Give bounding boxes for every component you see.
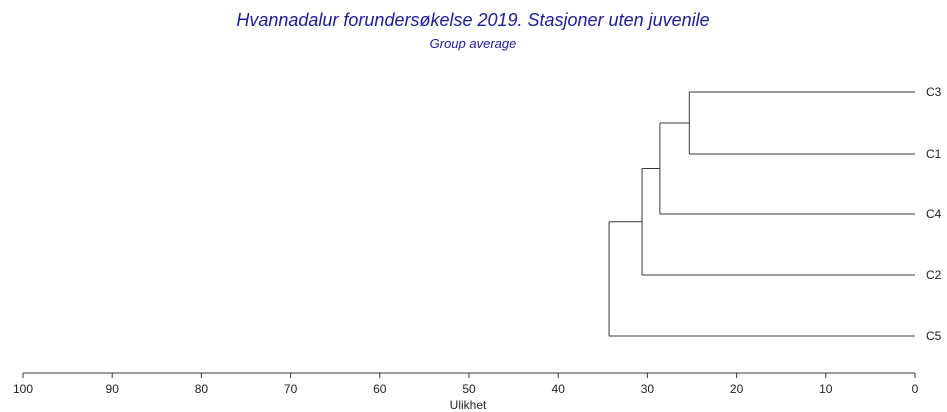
chart-title: Hvannadalur forundersøkelse 2019. Stasjo…	[236, 10, 709, 30]
x-tick-label-70: 70	[284, 382, 298, 396]
x-axis: 100 90 80 70 60 50 40 30 20 10 0	[13, 372, 919, 396]
dendrogram-branches	[608, 91, 915, 337]
leaf-label-c5: C5	[926, 329, 942, 343]
leaf-label-c2: C2	[926, 268, 942, 282]
x-tick-label-90: 90	[106, 382, 120, 396]
x-tick-label-40: 40	[552, 382, 566, 396]
x-axis-label: Ulikhet	[450, 398, 487, 412]
leaf-label-c3: C3	[926, 85, 942, 99]
x-tick-label-50: 50	[462, 382, 476, 396]
leaf-label-c1: C1	[926, 147, 942, 161]
x-tick-label-60: 60	[373, 382, 387, 396]
x-tick-label-0: 0	[912, 382, 919, 396]
x-tick-label-20: 20	[730, 382, 744, 396]
leaf-label-c4: C4	[926, 207, 942, 221]
leaf-labels: C3 C1 C4 C2 C5	[926, 85, 942, 343]
x-tick-label-10: 10	[819, 382, 833, 396]
x-tick-label-30: 30	[641, 382, 655, 396]
chart-subtitle: Group average	[430, 36, 517, 51]
x-tick-label-100: 100	[13, 382, 33, 396]
x-tick-label-80: 80	[195, 382, 209, 396]
